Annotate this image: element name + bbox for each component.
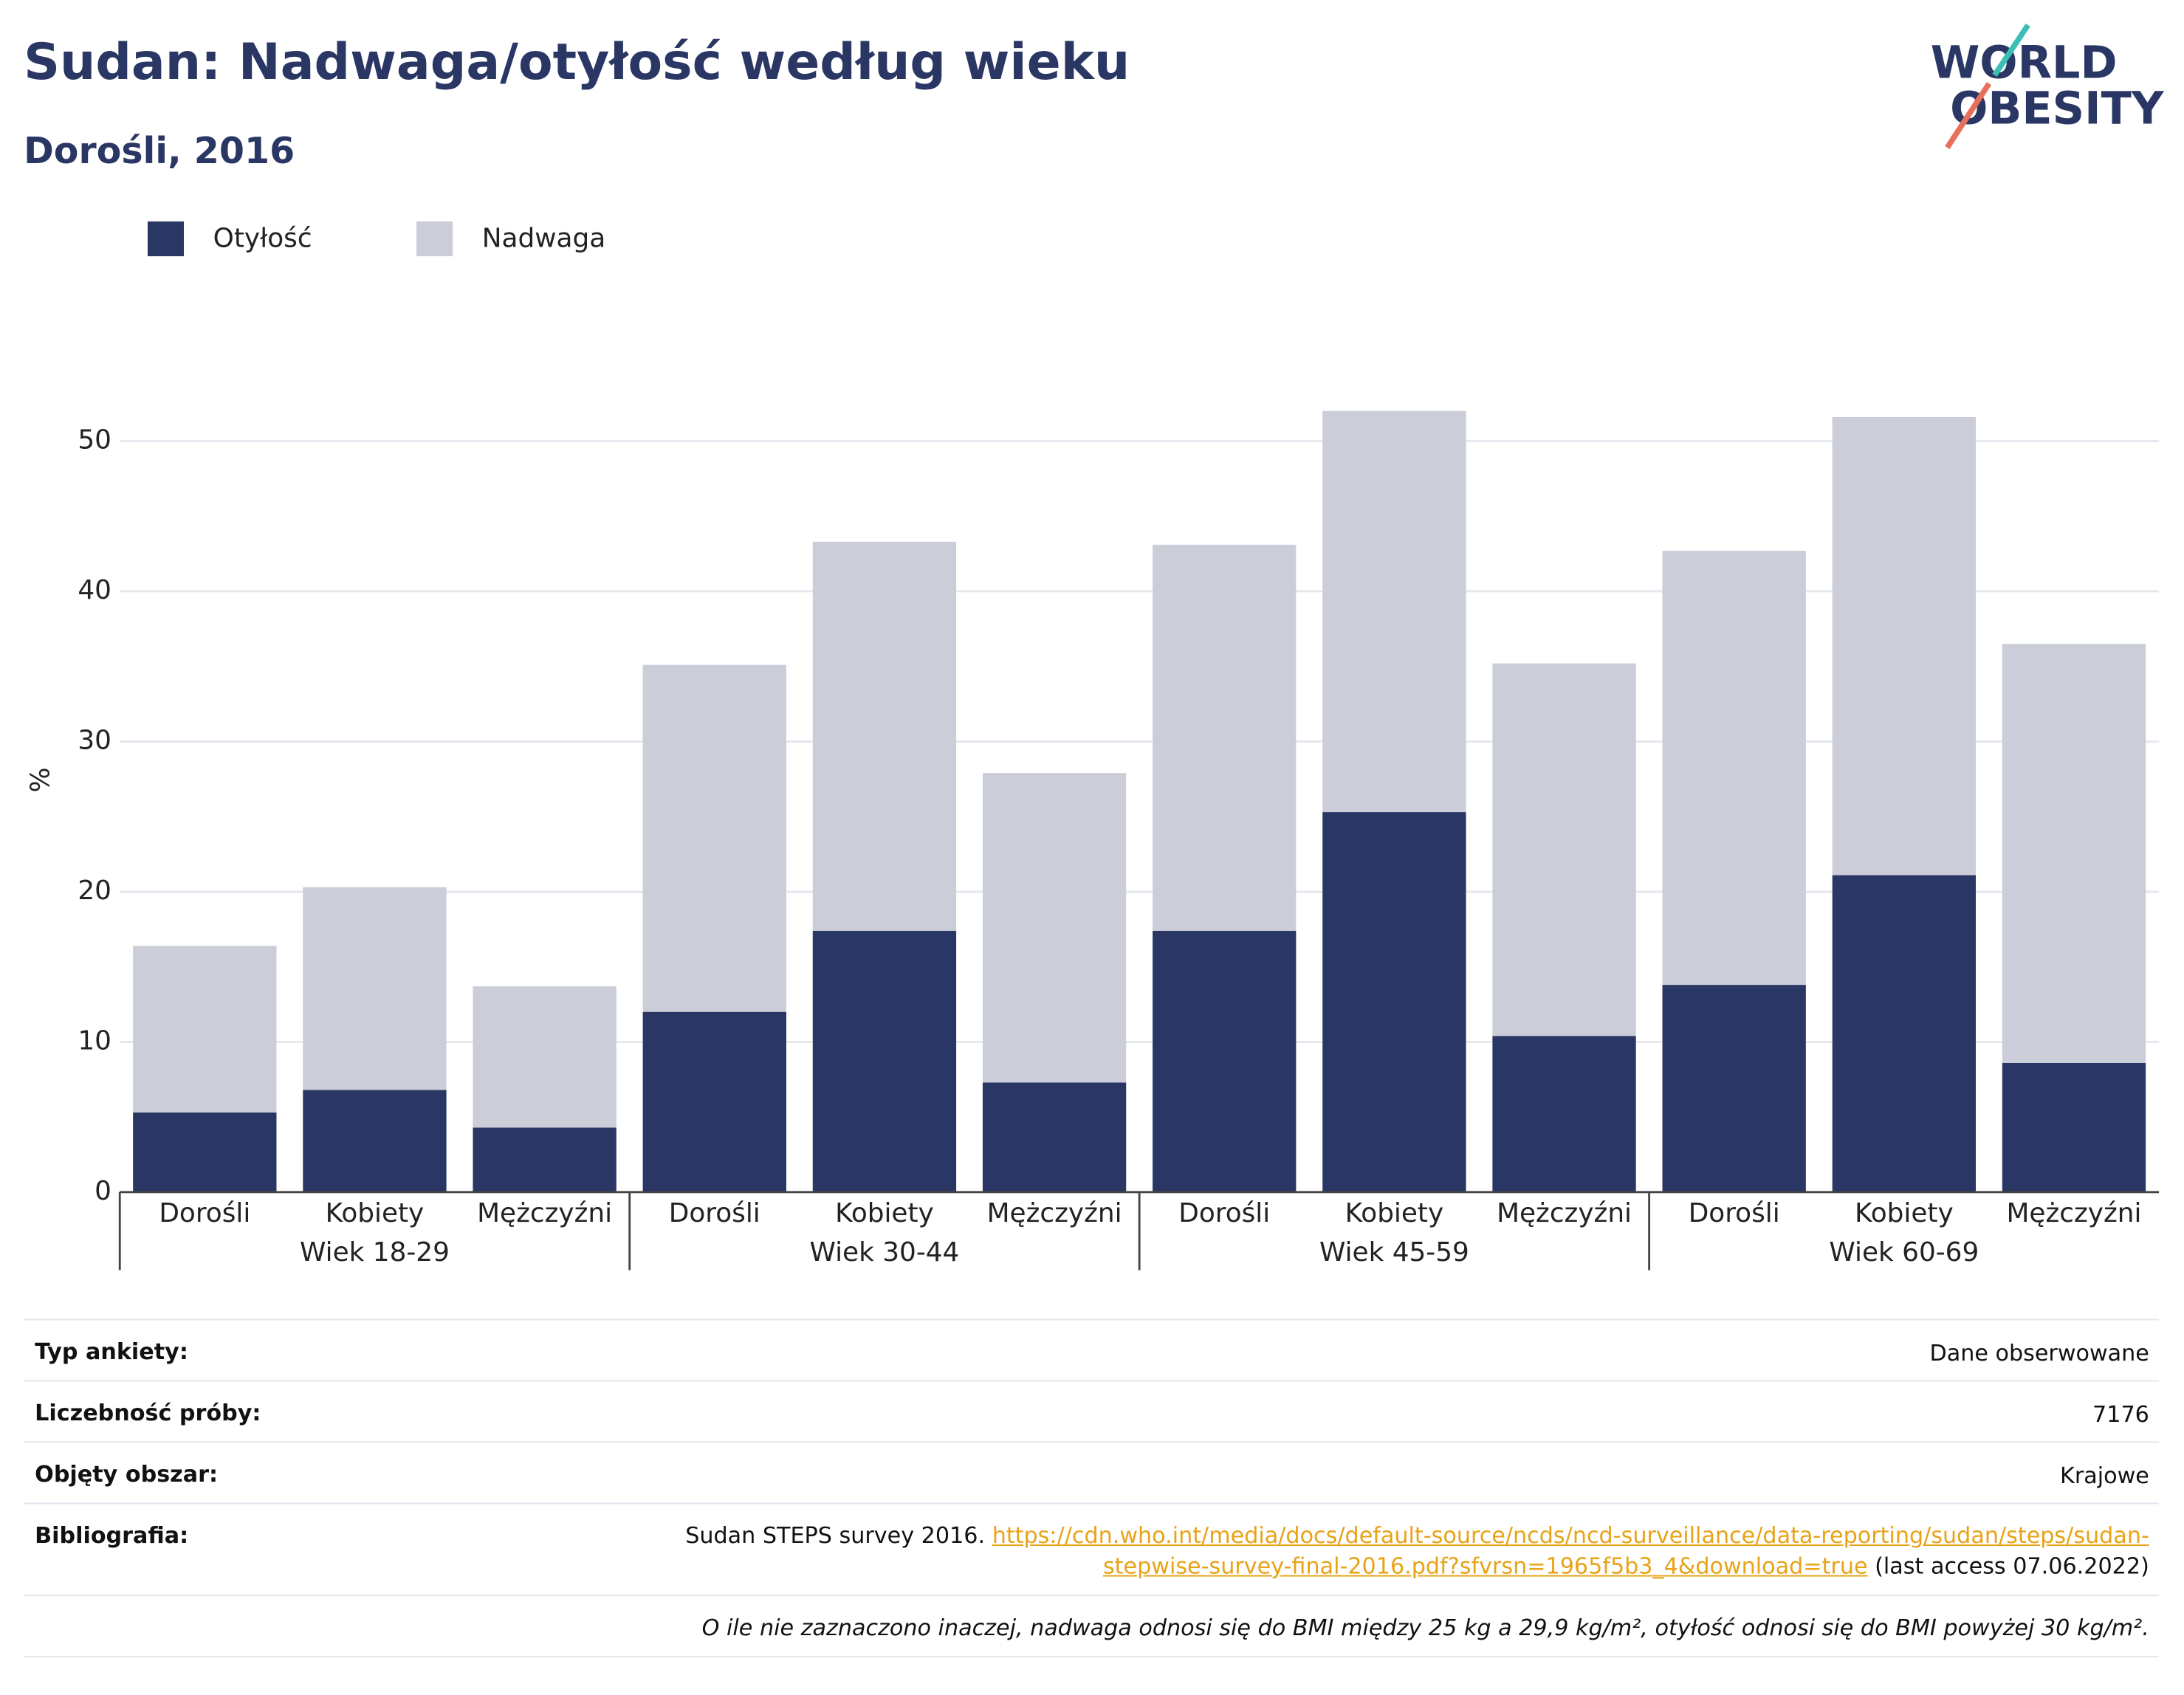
footnote: O ile nie zaznaczono inaczej, nadwaga od… xyxy=(701,1614,2149,1641)
x-tick-label: Dorośli xyxy=(1178,1198,1270,1228)
x-tick-label: Mężczyźni xyxy=(987,1198,1122,1228)
y-tick-label: 30 xyxy=(78,725,111,755)
x-tick-label: Mężczyźni xyxy=(2007,1198,2142,1228)
legend-label: Nadwaga xyxy=(482,223,605,253)
group-label: Wiek 45-59 xyxy=(1319,1237,1469,1268)
bar-segment xyxy=(1662,551,1806,986)
bar-segment xyxy=(2002,1062,2146,1192)
bar-segment xyxy=(133,946,277,1113)
bar-segment xyxy=(1832,416,1977,876)
y-tick-label: 10 xyxy=(78,1025,111,1056)
bar-segment xyxy=(982,773,1127,1083)
y-tick-label: 40 xyxy=(78,575,111,605)
legend-swatch xyxy=(416,221,453,257)
bar-segment xyxy=(473,986,617,1128)
bar-segment xyxy=(642,664,786,1012)
table-row: O ile nie zaznaczono inaczej, nadwaga od… xyxy=(24,1595,2160,1657)
row-label: Typ ankiety: xyxy=(35,1338,188,1365)
bar-segment xyxy=(1492,663,1636,1036)
row-value: Dane obserwowane xyxy=(1929,1339,2149,1366)
bar-segment xyxy=(473,1127,617,1192)
row-value: Sudan STEPS survey 2016. https://cdn.who… xyxy=(617,1521,2149,1582)
y-tick-label: 50 xyxy=(78,424,111,455)
legend-label: Otyłość xyxy=(213,223,312,253)
link[interactable]: https://cdn.who.int/media/docs/default-s… xyxy=(992,1522,2149,1580)
y-tick-label: 20 xyxy=(78,876,111,906)
bar-segment xyxy=(303,887,447,1090)
bar-segment xyxy=(812,930,957,1192)
table-row: Liczebność próby: 7176 xyxy=(24,1380,2160,1443)
group-label: Wiek 30-44 xyxy=(809,1237,959,1268)
bar-segment xyxy=(2002,644,2146,1063)
x-tick-label: Mężczyźni xyxy=(1497,1198,1632,1228)
y-tick-label: 0 xyxy=(95,1176,111,1206)
row-label: Objęty obszar: xyxy=(35,1460,219,1488)
x-tick-label: Dorośli xyxy=(1689,1198,1780,1228)
y-axis-label: % xyxy=(26,767,56,792)
row-value: 7176 xyxy=(2092,1400,2149,1428)
bar-segment xyxy=(1153,930,1297,1192)
table-row: Objęty obszar: Krajowe xyxy=(24,1441,2160,1505)
row-label: Liczebność próby: xyxy=(35,1399,261,1426)
group-label: Wiek 18-29 xyxy=(300,1237,450,1268)
x-tick-label: Dorośli xyxy=(669,1198,760,1228)
x-tick-label: Kobiety xyxy=(835,1198,934,1228)
bar-segment xyxy=(1322,812,1466,1192)
chart-title: Sudan: Nadwaga/otyłość według wieku xyxy=(24,33,1130,92)
group-label: Wiek 60-69 xyxy=(1829,1237,1979,1268)
legend-swatch xyxy=(147,221,185,257)
bar-segment xyxy=(812,541,957,931)
bar-segment xyxy=(982,1082,1127,1192)
row-value: Krajowe xyxy=(2060,1462,2149,1489)
bar-segment xyxy=(642,1011,786,1192)
bar-segment xyxy=(133,1113,277,1192)
chart-subtitle: Dorośli, 2016 xyxy=(24,129,295,172)
bar-segment xyxy=(1153,544,1297,931)
logo-slash xyxy=(1992,23,2030,77)
logo-text: WORLD xyxy=(1931,37,2118,89)
x-tick-label: Mężczyźni xyxy=(477,1198,612,1228)
bar-segment xyxy=(1832,875,1977,1192)
x-tick-label: Kobiety xyxy=(1855,1198,1954,1228)
x-tick-label: Kobiety xyxy=(1345,1198,1444,1228)
table-row: Bibliografia: Sudan STEPS survey 2016. ht… xyxy=(24,1502,2160,1596)
x-tick-label: Kobiety xyxy=(326,1198,425,1228)
access-note: (last access 07.06.2022) xyxy=(1875,1553,2149,1580)
citation: Sudan STEPS survey 2016. xyxy=(685,1522,986,1549)
row-label: Bibliografia: xyxy=(35,1522,189,1549)
table-row: Typ ankiety: Dane obserwowane xyxy=(24,1318,2160,1382)
x-tick-label: Dorośli xyxy=(159,1198,250,1228)
bar-segment xyxy=(303,1090,447,1192)
logo-slash xyxy=(1945,82,1992,150)
bar-segment xyxy=(1322,410,1466,813)
bar-segment xyxy=(1662,985,1806,1192)
bar-segment xyxy=(1492,1036,1636,1192)
